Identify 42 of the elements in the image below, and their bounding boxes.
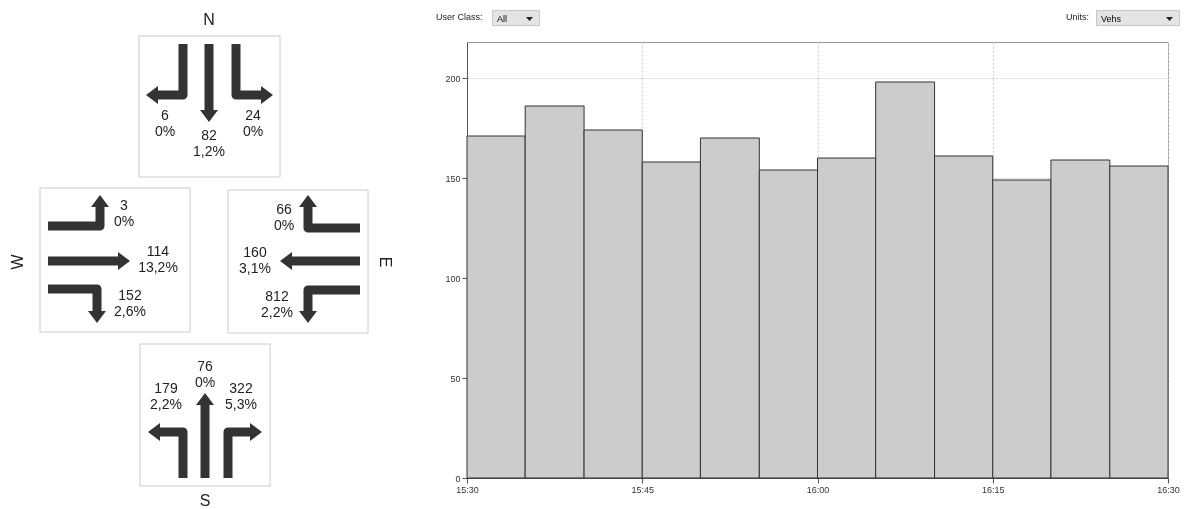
x-tick-label: 15:30	[456, 484, 479, 495]
y-tick-label: 150	[445, 173, 461, 184]
text: 0%	[113, 213, 135, 229]
y-tick-label: 200	[445, 73, 461, 84]
text: 114	[146, 243, 170, 259]
x-tick-label: 15:45	[631, 484, 655, 495]
text: 179	[154, 380, 178, 396]
text: 76	[197, 358, 213, 374]
text: Vehs	[1096, 10, 1180, 26]
text: W	[9, 254, 27, 270]
text: 24	[245, 107, 261, 123]
x-tick-label: 16:00	[806, 484, 830, 495]
text: Units:	[1066, 12, 1090, 22]
text: 3,1%	[239, 260, 271, 276]
text: 13,2%	[138, 259, 178, 275]
text: 322	[229, 380, 253, 396]
y-tick-label: 100	[445, 273, 461, 284]
text: 1,2%	[193, 143, 225, 159]
text: 3	[120, 197, 128, 213]
text: 0%	[273, 217, 295, 233]
text: E	[376, 256, 394, 268]
text: All	[492, 10, 540, 26]
text: N	[203, 11, 215, 29]
text: 0%	[242, 123, 264, 139]
text: 152	[118, 287, 142, 303]
text: 160	[243, 244, 267, 260]
text: 812	[265, 288, 289, 304]
text: User Class:	[436, 12, 483, 22]
text: S	[199, 492, 211, 509]
text: 66	[276, 201, 292, 217]
text: 0%	[154, 123, 176, 139]
y-tick-label: 0	[455, 473, 461, 484]
text: 2,6%	[114, 303, 146, 319]
y-tick-label: 50	[450, 373, 461, 384]
text: 0%	[194, 374, 216, 390]
text: 6	[161, 107, 169, 123]
text: 2,2%	[150, 396, 182, 412]
text: 82	[201, 127, 217, 143]
x-tick-label: 16:15	[981, 484, 1005, 495]
x-tick-label: 16:30	[1157, 484, 1180, 495]
text: 5,3%	[225, 396, 257, 412]
text: 2,2%	[261, 304, 293, 320]
